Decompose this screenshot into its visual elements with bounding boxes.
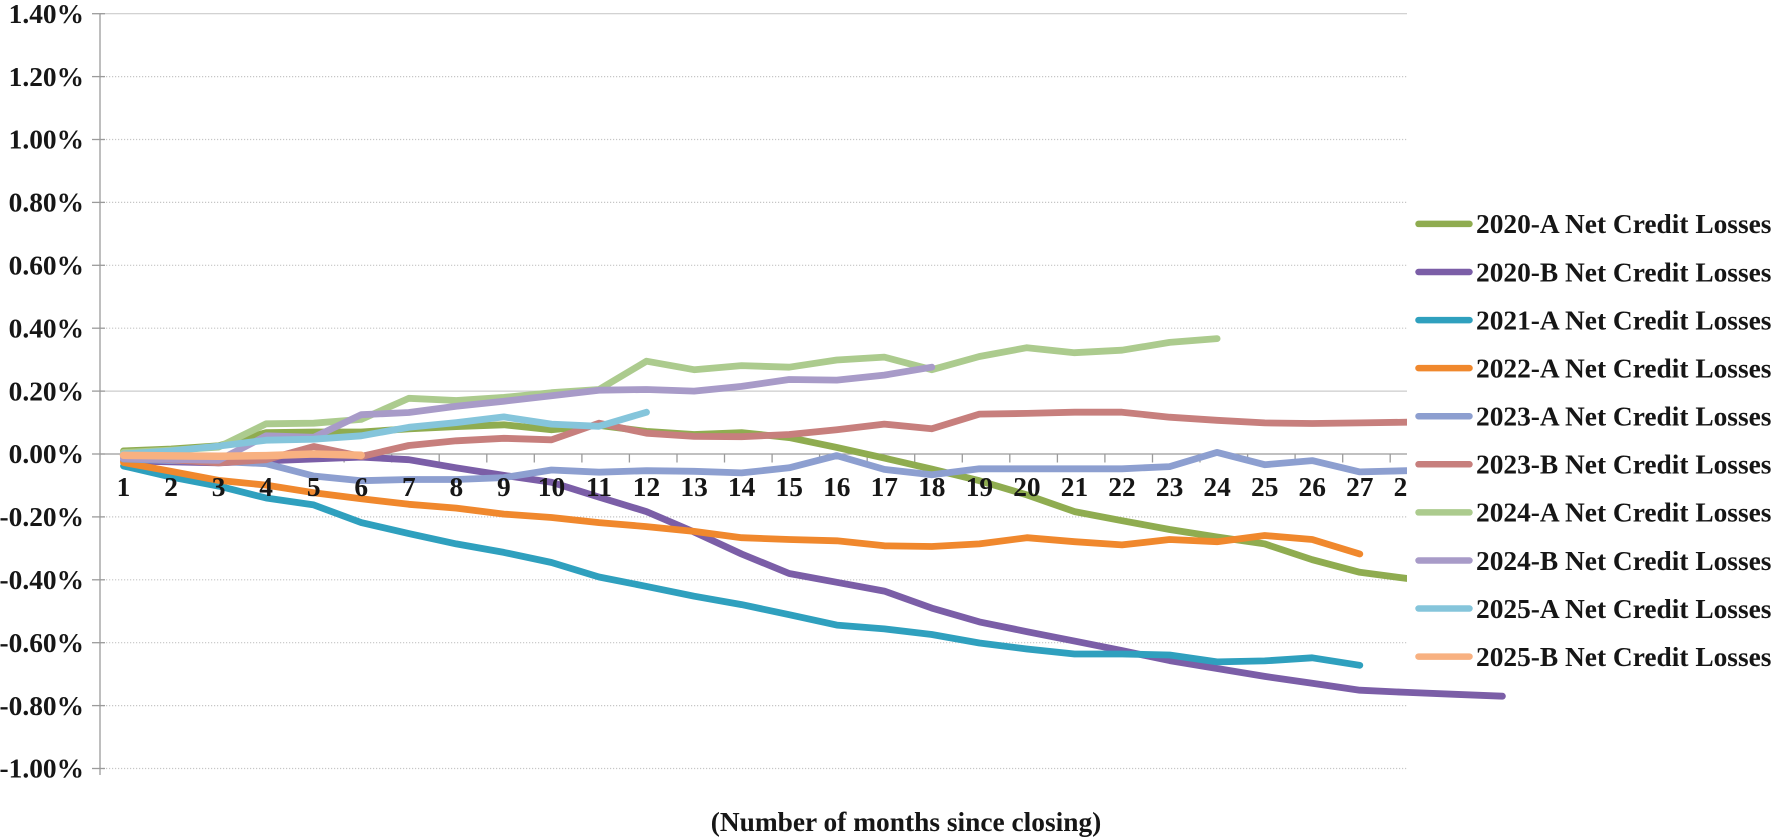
svg-text:2022-A Net Credit Losses: 2022-A Net Credit Losses (1476, 353, 1771, 383)
svg-text:18: 18 (918, 472, 945, 502)
svg-text:2024-B Net Credit Losses: 2024-B Net Credit Losses (1476, 546, 1771, 576)
svg-text:8: 8 (449, 472, 463, 502)
svg-text:0.20%: 0.20% (9, 376, 84, 406)
svg-text:2: 2 (164, 472, 178, 502)
svg-text:27: 27 (1346, 472, 1374, 502)
svg-text:21: 21 (1061, 472, 1088, 502)
svg-text:19: 19 (966, 472, 993, 502)
svg-text:24: 24 (1203, 472, 1231, 502)
svg-text:2025-A Net Credit Losses: 2025-A Net Credit Losses (1476, 594, 1771, 624)
svg-text:7: 7 (402, 472, 416, 502)
svg-text:2024-A Net Credit Losses: 2024-A Net Credit Losses (1476, 498, 1771, 528)
svg-text:25: 25 (1251, 472, 1278, 502)
svg-text:4: 4 (259, 472, 273, 502)
svg-text:2023-A Net Credit Losses: 2023-A Net Credit Losses (1476, 402, 1771, 432)
svg-text:9: 9 (497, 472, 511, 502)
svg-text:-0.60%: -0.60% (0, 628, 84, 658)
svg-text:10: 10 (538, 472, 565, 502)
svg-text:-0.40%: -0.40% (0, 565, 84, 595)
svg-text:2020-A Net Credit Losses: 2020-A Net Credit Losses (1476, 209, 1771, 239)
svg-text:5: 5 (307, 472, 321, 502)
svg-text:20: 20 (1013, 472, 1040, 502)
svg-text:-0.80%: -0.80% (0, 691, 84, 721)
svg-text:16: 16 (823, 472, 850, 502)
svg-text:0.00%: 0.00% (9, 439, 84, 469)
svg-text:2020-B Net Credit Losses: 2020-B Net Credit Losses (1476, 257, 1771, 287)
svg-text:0.80%: 0.80% (9, 188, 84, 218)
svg-text:1: 1 (117, 472, 131, 502)
svg-text:0.60%: 0.60% (9, 251, 84, 281)
svg-text:1.00%: 1.00% (9, 125, 84, 155)
svg-text:26: 26 (1299, 472, 1326, 502)
svg-text:28: 28 (1394, 472, 1421, 502)
svg-text:-0.20%: -0.20% (0, 502, 84, 532)
svg-text:(Number of months since closin: (Number of months since closing) (711, 807, 1102, 837)
svg-text:0.40%: 0.40% (9, 313, 84, 343)
svg-text:6: 6 (354, 472, 368, 502)
svg-text:2025-B Net Credit Losses: 2025-B Net Credit Losses (1476, 642, 1771, 672)
svg-text:14: 14 (728, 472, 756, 502)
svg-text:3: 3 (212, 472, 226, 502)
svg-text:23: 23 (1156, 472, 1183, 502)
svg-text:13: 13 (680, 472, 707, 502)
svg-text:2021-A Net Credit Losses: 2021-A Net Credit Losses (1476, 305, 1771, 335)
svg-text:11: 11 (586, 472, 612, 502)
svg-text:12: 12 (633, 472, 660, 502)
svg-text:-1.00%: -1.00% (0, 754, 84, 784)
svg-text:1.40%: 1.40% (9, 0, 84, 29)
svg-text:17: 17 (871, 472, 899, 502)
svg-text:2023-B Net Credit Losses: 2023-B Net Credit Losses (1476, 450, 1771, 480)
svg-text:22: 22 (1108, 472, 1135, 502)
svg-text:1.20%: 1.20% (9, 62, 84, 92)
svg-text:15: 15 (776, 472, 803, 502)
